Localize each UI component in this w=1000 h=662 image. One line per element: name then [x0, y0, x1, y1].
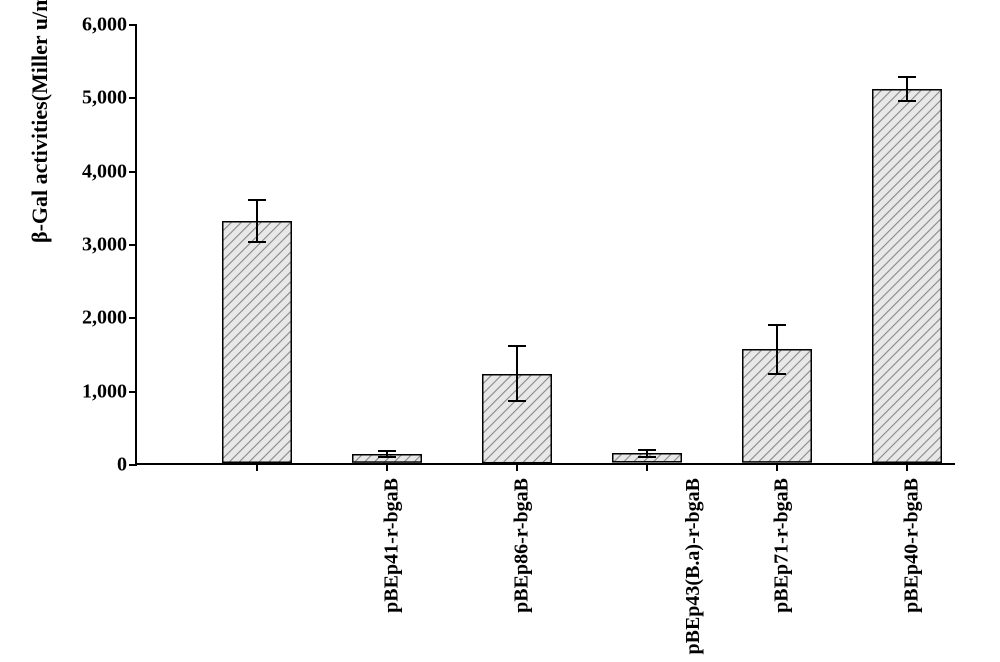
error-bar [516, 346, 518, 402]
bar [222, 221, 292, 463]
y-tick-label: 1,000 [82, 380, 127, 403]
y-tick-mark [129, 24, 137, 26]
x-tick-mark [906, 463, 908, 471]
error-cap-bottom [508, 400, 526, 402]
error-cap-top [768, 324, 786, 326]
bar [482, 374, 552, 463]
error-cap-bottom [248, 241, 266, 243]
x-tick-mark [776, 463, 778, 471]
y-tick-mark [129, 317, 137, 319]
y-tick-mark [129, 171, 137, 173]
error-bar [256, 200, 258, 243]
error-cap-bottom [378, 456, 396, 458]
y-tick-mark [129, 391, 137, 393]
error-cap-top [508, 345, 526, 347]
x-tick-mark [256, 463, 258, 471]
plot-area: 01,0002,0003,0004,0005,0006,000pBEp41-r-… [135, 25, 955, 465]
error-cap-bottom [638, 456, 656, 458]
x-tick-label: pBEp43(B.a)-r-bgaB [682, 478, 705, 655]
x-tick-label: pBEp86-r-bgaB [510, 478, 533, 613]
x-tick-mark [386, 463, 388, 471]
error-cap-top [638, 449, 656, 451]
y-tick-label: 3,000 [82, 234, 127, 257]
error-bar [776, 325, 778, 373]
y-tick-mark [129, 97, 137, 99]
y-tick-mark [129, 244, 137, 246]
y-tick-label: 6,000 [82, 14, 127, 37]
y-tick-label: 2,000 [82, 307, 127, 330]
error-cap-top [378, 450, 396, 452]
x-tick-mark [646, 463, 648, 471]
bar [612, 453, 682, 463]
error-bar [906, 77, 908, 102]
y-axis-label: β-Gal activities(Miller u/mL) [27, 0, 53, 243]
bar [742, 349, 812, 463]
y-tick-label: 5,000 [82, 87, 127, 110]
x-tick-mark [516, 463, 518, 471]
x-tick-label: pBEp71-r-bgaB [770, 478, 793, 613]
bar [352, 454, 422, 463]
error-cap-bottom [768, 373, 786, 375]
y-tick-label: 0 [117, 454, 127, 477]
y-tick-label: 4,000 [82, 160, 127, 183]
error-cap-bottom [898, 100, 916, 102]
bar [872, 89, 942, 463]
bar-chart: β-Gal activities(Miller u/mL) 01,0002,00… [50, 20, 970, 640]
y-tick-mark [129, 464, 137, 466]
x-tick-label: pBEp41-r-bgaB [380, 478, 403, 613]
x-tick-label: pBEp40-r-bgaB [900, 478, 923, 613]
error-cap-top [248, 199, 266, 201]
error-cap-top [898, 76, 916, 78]
